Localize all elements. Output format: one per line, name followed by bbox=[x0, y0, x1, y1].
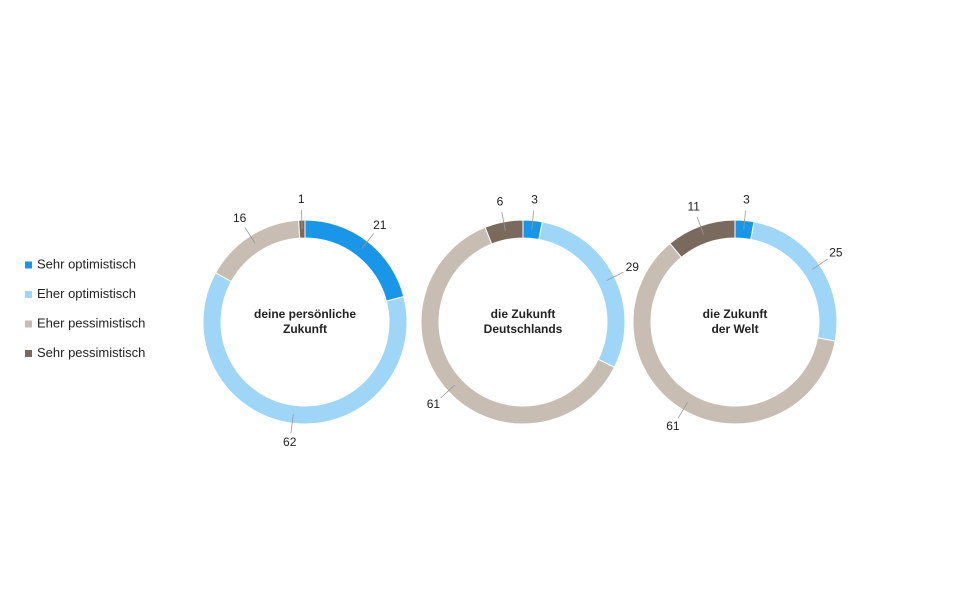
leader-line bbox=[244, 227, 256, 244]
chart-title: deine persönliche bbox=[254, 307, 356, 321]
leader-line bbox=[301, 210, 303, 230]
data-label: 16 bbox=[233, 211, 247, 225]
legend-text: Eher optimistisch bbox=[37, 286, 136, 301]
leader-line bbox=[501, 211, 506, 231]
leader-line bbox=[290, 414, 294, 434]
leader-line bbox=[677, 401, 689, 419]
data-label: 61 bbox=[666, 419, 680, 433]
leader-line bbox=[531, 210, 535, 230]
data-label: 61 bbox=[427, 397, 441, 411]
donut-segment bbox=[750, 221, 838, 342]
donut-segment bbox=[484, 219, 524, 245]
chart-title: die Zukunft bbox=[703, 307, 768, 321]
chart-title: die Zukunft bbox=[491, 307, 556, 321]
leader-line bbox=[361, 233, 374, 249]
donut-segment bbox=[538, 221, 626, 368]
leader-line bbox=[743, 210, 746, 230]
data-label: 3 bbox=[531, 193, 538, 207]
legend-text: Eher pessimistisch bbox=[37, 315, 145, 330]
data-label: 25 bbox=[829, 246, 843, 260]
chart-title: Deutschlands bbox=[484, 322, 563, 336]
legend-text: Sehr optimistisch bbox=[37, 256, 136, 271]
legend-text: Sehr pessimistisch bbox=[37, 345, 145, 360]
legend-swatch bbox=[25, 291, 32, 298]
donut-segment bbox=[202, 272, 408, 425]
chart-title: Zukunft bbox=[283, 322, 327, 336]
leader-line bbox=[811, 258, 828, 271]
donut-segment bbox=[304, 219, 405, 302]
data-label: 1 bbox=[298, 192, 305, 206]
data-label: 62 bbox=[283, 435, 297, 449]
donut-segment bbox=[669, 219, 736, 258]
data-label: 6 bbox=[497, 194, 504, 208]
legend-swatch bbox=[25, 261, 32, 269]
leader-line bbox=[696, 216, 704, 235]
data-label: 21 bbox=[373, 218, 387, 232]
leader-line bbox=[606, 271, 624, 282]
legend-swatch bbox=[25, 320, 32, 328]
donut-segment bbox=[214, 219, 301, 283]
data-label: 3 bbox=[743, 193, 750, 207]
chart-title: der Welt bbox=[711, 322, 758, 336]
data-label: 29 bbox=[626, 260, 640, 274]
legend-swatch bbox=[25, 350, 32, 357]
data-label: 11 bbox=[687, 199, 700, 213]
donut-segment bbox=[298, 219, 306, 239]
leader-line bbox=[440, 384, 455, 399]
